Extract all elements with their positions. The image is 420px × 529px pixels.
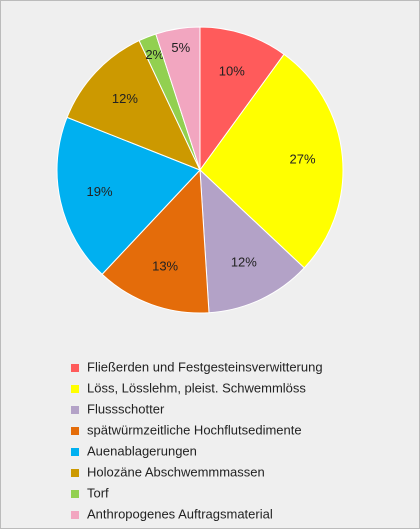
data-label: 2% <box>145 47 164 62</box>
legend-swatch <box>71 511 79 519</box>
legend-swatch <box>71 364 79 372</box>
pie-slice <box>199 26 285 172</box>
legend-swatch <box>71 469 79 477</box>
legend-label: spätwürmzeitliche Hochflutsedimente <box>87 422 302 437</box>
data-label: 5% <box>171 40 190 55</box>
data-label: 12% <box>231 255 257 270</box>
legend-swatch <box>71 385 79 393</box>
legend-label: Löss, Lösslehm, pleist. Schwemmlöss <box>87 380 306 395</box>
pie-slice <box>101 168 210 314</box>
legend-label: Torf <box>87 485 109 500</box>
legend-swatch <box>71 448 79 456</box>
pie-slice <box>199 53 344 269</box>
legend-swatch <box>71 427 79 435</box>
pie-slice <box>56 116 201 275</box>
legend-swatch <box>71 406 79 414</box>
legend-swatch <box>71 490 79 498</box>
legend-label: Flussschotter <box>87 401 165 416</box>
pie-slice <box>155 26 201 171</box>
data-label: 13% <box>152 258 178 273</box>
data-label: 10% <box>219 64 245 79</box>
pie-slice <box>66 39 201 171</box>
data-label: 12% <box>112 91 138 106</box>
data-label: 27% <box>289 152 315 167</box>
legend-label: Holozäne Abschwemmmassen <box>87 464 265 479</box>
data-label: 19% <box>87 184 113 199</box>
pie-slice <box>199 168 305 314</box>
legend-label: Auenablagerungen <box>87 443 197 458</box>
legend-label: Anthropogenes Auftragsmaterial <box>87 506 273 521</box>
legend-label: Fließerden und Festgesteinsverwitterung <box>87 359 323 374</box>
